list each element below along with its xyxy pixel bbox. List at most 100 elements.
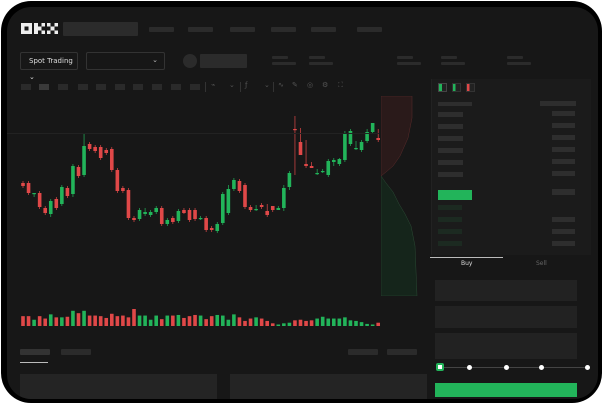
settings-icon[interactable]: ⚙ (322, 81, 329, 89)
filter-button[interactable] (387, 349, 417, 355)
tab-order-history[interactable] (61, 349, 91, 355)
tab-underline (20, 362, 48, 363)
slider-mark-75[interactable] (539, 365, 544, 370)
price-input[interactable] (435, 280, 577, 301)
candle (287, 173, 292, 187)
filter-button[interactable] (348, 349, 378, 355)
chevron-down-icon: ⌄ (29, 73, 35, 81)
last-price (438, 190, 472, 200)
candle (21, 183, 25, 186)
interval-button[interactable] (133, 84, 143, 90)
chevron-down-icon[interactable]: ⌄ (264, 81, 270, 89)
candle (37, 193, 42, 207)
amount-slider-track[interactable] (439, 367, 589, 368)
total-input[interactable] (435, 333, 577, 359)
nav-item[interactable] (230, 27, 255, 32)
pencil-icon[interactable]: ✎ (292, 81, 298, 89)
tab-sell[interactable]: Sell (536, 260, 547, 267)
tab-buy[interactable]: Buy (461, 260, 473, 267)
fullscreen-icon[interactable]: ⛶ (338, 81, 343, 89)
candle (209, 228, 214, 230)
nav-item[interactable] (271, 27, 296, 32)
interval-button[interactable] (190, 84, 200, 90)
bid-price (438, 205, 462, 210)
nav-item[interactable] (188, 27, 213, 32)
candle (365, 132, 369, 141)
slider-mark-50[interactable] (504, 365, 509, 370)
depth-bids-area (381, 175, 418, 296)
divider (205, 82, 206, 92)
nav-item[interactable] (149, 27, 174, 32)
volume-bar (365, 323, 369, 326)
candle (32, 193, 36, 195)
ask-price (438, 112, 463, 117)
amount-slider-handle[interactable] (436, 363, 444, 371)
volume-bar (265, 320, 269, 326)
volume-bar (370, 324, 375, 326)
trading-screen: Spot Trading ⌄ ⌄ ⌁ ⌄ ƒ ⌄ ∿ ✎ ◎ ⚙ ⛶ B (7, 7, 598, 399)
candle (270, 206, 275, 210)
buy-button[interactable] (435, 383, 577, 397)
candle (65, 188, 70, 196)
nav-item[interactable] (357, 27, 382, 32)
candle (237, 181, 242, 191)
slider-mark-25[interactable] (467, 365, 472, 370)
candle (187, 210, 192, 220)
candle-type-icon[interactable]: ⌁ (211, 81, 216, 89)
volume-bar (148, 319, 153, 326)
tab-open-orders[interactable] (20, 349, 50, 355)
ask-price (438, 148, 463, 153)
interval-button[interactable] (78, 84, 88, 90)
volume-bar (232, 314, 236, 326)
candle (259, 205, 264, 207)
okx-logo[interactable] (21, 23, 59, 35)
candle (226, 189, 231, 213)
interval-button[interactable] (96, 84, 106, 90)
price-display (200, 54, 247, 68)
volume-bar (71, 310, 75, 326)
stat-value (441, 62, 465, 65)
candlestick-chart[interactable] (7, 7, 387, 337)
line-tool-icon[interactable]: ∿ (278, 81, 284, 89)
candle (254, 209, 258, 211)
chevron-down-icon[interactable]: ⌄ (229, 81, 235, 89)
volume-bar (198, 315, 203, 326)
orderbook-bids-icon[interactable] (452, 83, 461, 92)
spot-trading-dropdown[interactable]: Spot Trading ⌄ (20, 52, 78, 81)
interval-button[interactable] (21, 84, 31, 90)
candle (176, 211, 181, 221)
volume-bar (187, 316, 192, 326)
interval-button[interactable] (115, 84, 125, 90)
depth-asks-area (381, 96, 413, 177)
volume-bar (165, 315, 170, 326)
stat-value (272, 62, 296, 65)
ask-price (438, 172, 463, 177)
camera-icon[interactable]: ◎ (307, 81, 314, 89)
chevron-down-icon: ⌄ (152, 56, 158, 64)
candle (315, 173, 319, 175)
orderbook-asks-icon[interactable] (466, 83, 475, 92)
candle (132, 218, 136, 220)
interval-button[interactable] (58, 84, 68, 90)
candle (359, 142, 364, 150)
search-bar[interactable] (63, 22, 138, 36)
stat-label (507, 56, 523, 59)
ask-amount (552, 111, 575, 116)
orderbook-both-icon[interactable] (438, 83, 447, 92)
volume-bar (309, 320, 314, 326)
amount-input[interactable] (435, 306, 577, 328)
pair-selector[interactable]: ⌄ (86, 52, 165, 70)
chart-gridline (7, 133, 379, 134)
slider-mark-100[interactable] (585, 365, 590, 370)
candle (370, 123, 375, 132)
interval-button[interactable] (152, 84, 162, 90)
interval-button[interactable] (171, 84, 181, 90)
candle (198, 218, 203, 220)
candle (26, 183, 31, 193)
assets-panel (230, 374, 427, 399)
stat-label (397, 56, 413, 59)
indicator-icon[interactable]: ƒ (245, 81, 248, 89)
ask-amount (552, 135, 575, 140)
nav-item[interactable] (311, 27, 336, 32)
interval-button[interactable] (39, 84, 49, 90)
